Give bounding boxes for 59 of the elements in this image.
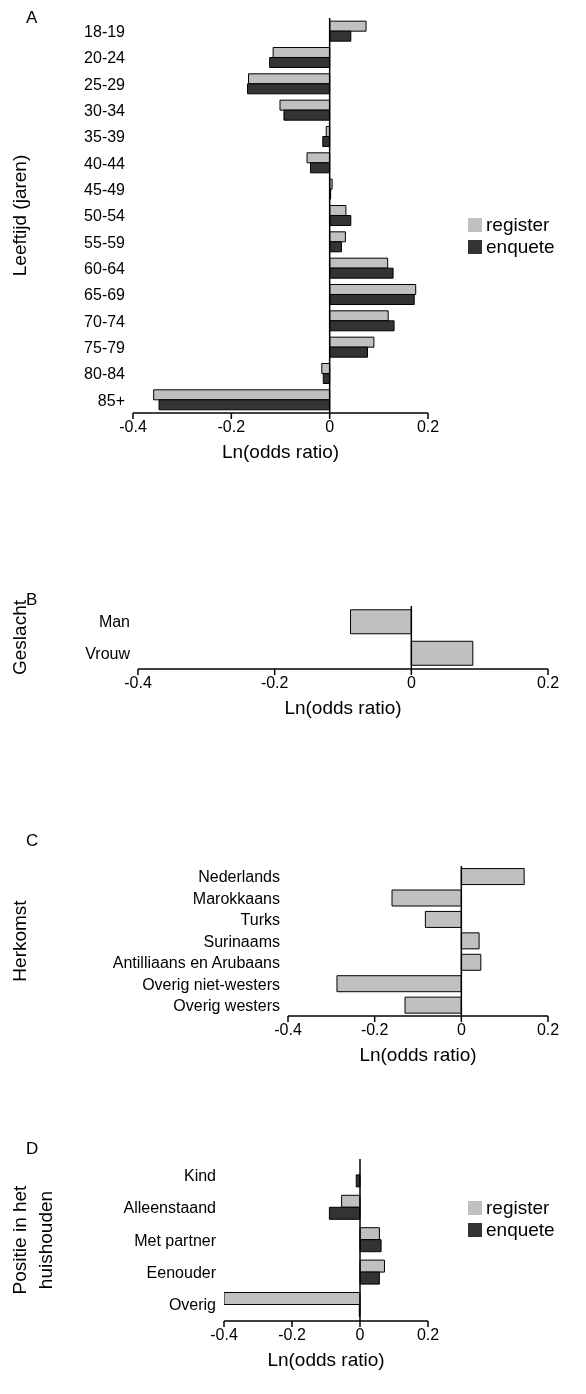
y-tick-label: 40-44 — [84, 154, 126, 172]
y-tick-label: Kind — [183, 1166, 216, 1184]
x-tick-label: -0.4 — [210, 1326, 238, 1344]
x-axis-title: Ln(odds ratio) — [359, 1044, 477, 1065]
x-axis-title: Ln(odds ratio) — [267, 1349, 385, 1370]
y-tick-label: Eenouder — [146, 1264, 217, 1282]
x-tick-label: 0 — [406, 674, 416, 692]
x-tick-label: 0.2 — [536, 1021, 560, 1039]
text: D — [26, 1139, 39, 1159]
text: C — [26, 831, 39, 851]
y-tick-label: 60-64 — [84, 259, 126, 277]
x-tick-label: -0.4 — [274, 1021, 302, 1039]
y-tick-label: 30-34 — [84, 101, 126, 119]
y-tick-label: 65-69 — [84, 286, 126, 304]
y-tick-label: Nederlands — [198, 868, 280, 886]
y-tick-label: 18-19 — [84, 22, 126, 40]
legend-label: enquete — [486, 235, 555, 257]
y-tick-label: 55-59 — [84, 233, 126, 251]
y-axis-title: Herkomst — [9, 899, 30, 982]
x-tick-label: -0.2 — [278, 1326, 306, 1344]
y-tick-label: Overig niet-westers — [142, 975, 280, 993]
x-tick-label: -0.2 — [217, 418, 246, 436]
y-tick-label: Vrouw — [85, 644, 131, 662]
x-tick-label: 0 — [355, 1326, 365, 1344]
y-tick-label: 75-79 — [84, 338, 126, 356]
x-tick-label: -0.4 — [124, 674, 152, 692]
x-axis-title: Ln(odds ratio) — [221, 441, 340, 462]
chart-title: A — [26, 8, 38, 28]
x-tick-label: -0.2 — [260, 674, 289, 692]
y-tick-label: Alleenstaand — [123, 1199, 216, 1217]
y-tick-label: 25-29 — [84, 75, 126, 93]
y-axis-title: Leeftijd (jaren) — [9, 154, 30, 277]
y-tick-label: Surinaams — [203, 932, 280, 950]
x-tick-label: 0.2 — [416, 418, 440, 436]
y-tick-label: Man — [98, 613, 130, 631]
legend-label: enquete — [486, 1218, 555, 1240]
x-tick-label: 0 — [456, 1021, 466, 1039]
y-tick-label: Overig westers — [173, 996, 280, 1014]
x-tick-label: 0.2 — [416, 1326, 440, 1344]
legend-label: register — [486, 1196, 550, 1218]
x-tick-label: -0.2 — [360, 1021, 389, 1039]
y-tick-label: 20-24 — [84, 49, 126, 67]
y-tick-label: 80-84 — [84, 365, 126, 383]
legend-label: register — [486, 213, 550, 235]
y-axis-title: Positie in het huishouden — [9, 1184, 56, 1295]
x-tick-label: 0 — [325, 418, 335, 436]
y-tick-label: 45-49 — [84, 180, 126, 198]
y-tick-label: Met partner — [134, 1231, 217, 1249]
x-axis-title: Ln(odds ratio) — [284, 697, 402, 718]
y-tick-label: Antilliaans en Arubaans — [112, 954, 280, 972]
y-tick-label: Marokkaans — [192, 889, 280, 907]
y-tick-label: Turks — [240, 911, 280, 929]
y-tick-label: 70-74 — [84, 312, 126, 330]
x-tick-label: -0.4 — [119, 418, 147, 436]
y-tick-label: 50-54 — [84, 207, 126, 225]
y-tick-label: 85+ — [97, 391, 125, 409]
y-tick-label: 35-39 — [84, 128, 126, 146]
x-tick-label: 0.2 — [536, 674, 560, 692]
y-tick-label: Overig — [168, 1296, 216, 1314]
